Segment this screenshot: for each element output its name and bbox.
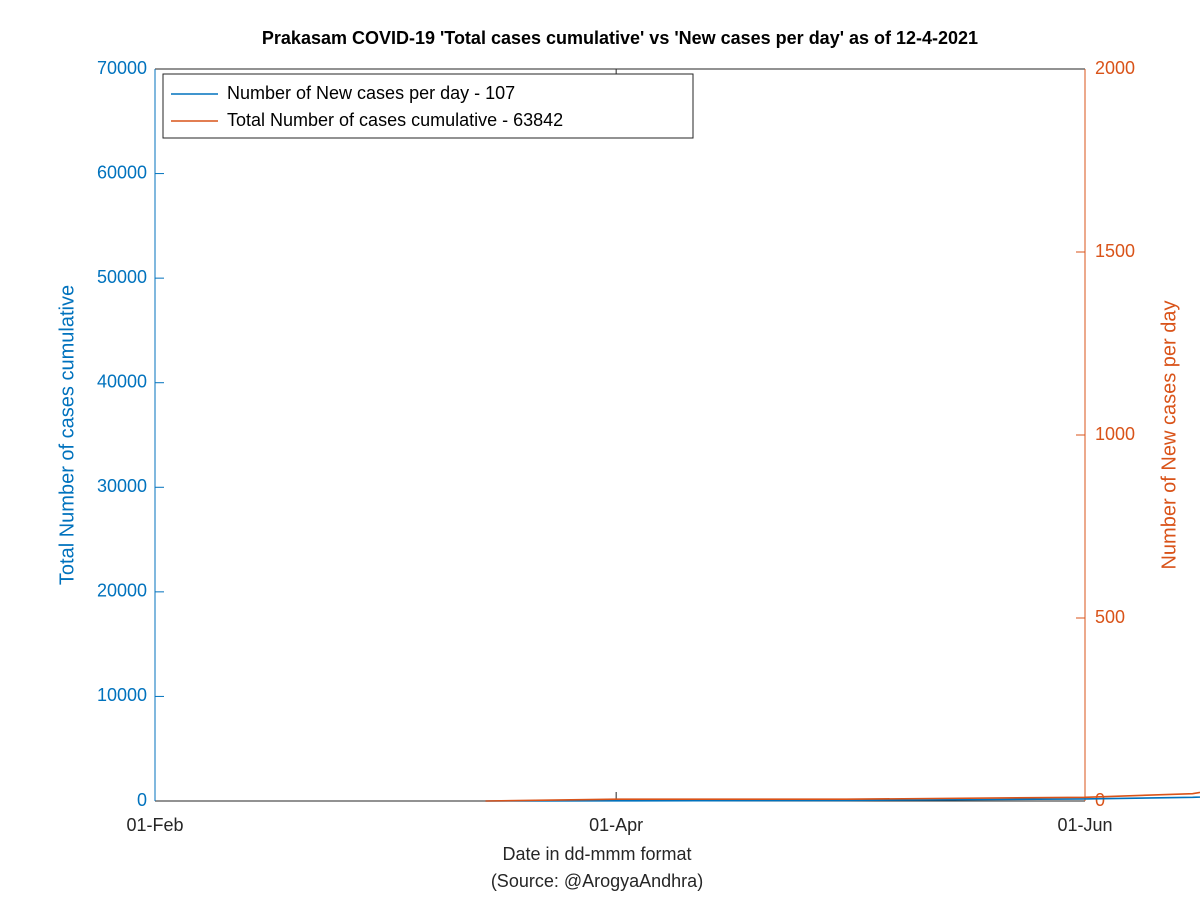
y-tick-label: 40000 [97, 371, 147, 391]
x-axis-label: Date in dd-mmm format [502, 844, 691, 864]
legend-label: Number of New cases per day - 107 [227, 83, 515, 103]
chart-title: Prakasam COVID-19 'Total cases cumulativ… [262, 28, 978, 48]
y2-tick-label: 0 [1095, 790, 1105, 810]
y-tick-label: 10000 [97, 685, 147, 705]
x-tick-label: 01-Apr [589, 815, 643, 835]
y-tick-label: 50000 [97, 267, 147, 287]
y-tick-label: 60000 [97, 162, 147, 182]
y-tick-label: 0 [137, 790, 147, 810]
x-tick-label: 01-Jun [1057, 815, 1112, 835]
y-tick-label: 70000 [97, 58, 147, 78]
y-tick-label: 30000 [97, 476, 147, 496]
source-label: (Source: @ArogyaAndhra) [491, 871, 703, 891]
y2-tick-label: 500 [1095, 607, 1125, 627]
y2-tick-label: 2000 [1095, 58, 1135, 78]
y-axis-label: Total Number of cases cumulative [56, 285, 78, 585]
plot-area [155, 69, 1085, 801]
x-tick-label: 01-Feb [126, 815, 183, 835]
y-tick-label: 20000 [97, 581, 147, 601]
y2-tick-label: 1500 [1095, 241, 1135, 261]
legend-label: Total Number of cases cumulative - 63842 [227, 110, 563, 130]
y2-tick-label: 1000 [1095, 424, 1135, 444]
y2-axis-label: Number of New cases per day [1158, 300, 1180, 569]
